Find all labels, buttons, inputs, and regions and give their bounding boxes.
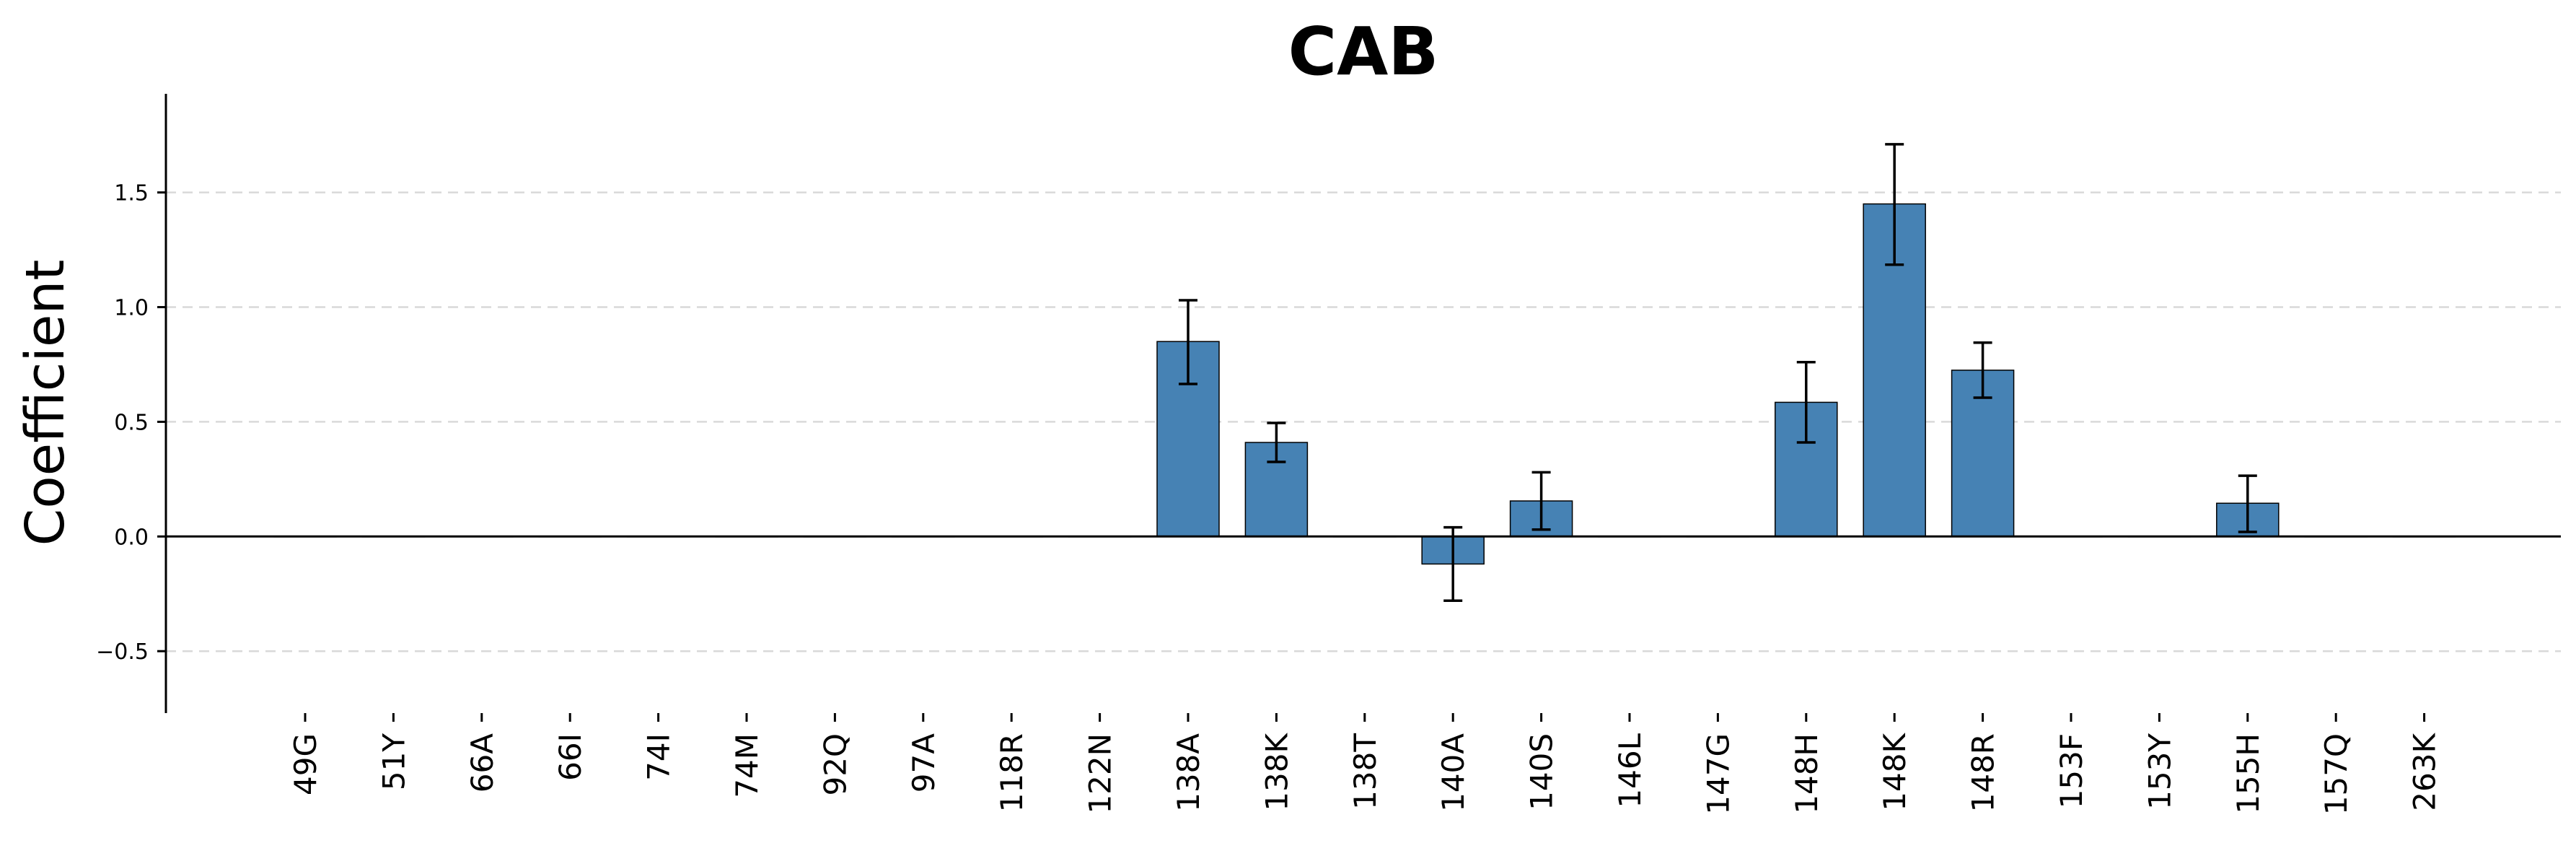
x-tick-label: 138K — [1259, 733, 1294, 811]
x-tick-label: 138A — [1171, 733, 1206, 812]
x-tick-label: 92Q — [817, 733, 853, 796]
x-tick-label: 157Q — [2318, 733, 2354, 815]
grid-lines — [166, 191, 2561, 652]
x-tick-label: 148K — [1877, 733, 1912, 811]
x-tick-label: 147G — [1700, 733, 1736, 815]
y-tick-label: 0.5 — [114, 410, 149, 435]
y-tick-label: −0.5 — [96, 639, 149, 665]
x-tick-label: 74I — [641, 733, 677, 781]
y-axis-label: Coefficient — [14, 260, 76, 546]
x-tick-label: 122N — [1083, 733, 1118, 814]
x-tick-label: 155H — [2230, 733, 2266, 814]
x-tick-label: 153F — [2054, 733, 2089, 808]
axes — [164, 94, 2561, 713]
bars — [273, 203, 2456, 565]
y-tick-label: 1.5 — [114, 181, 149, 206]
x-tick-label: 138T — [1348, 733, 1383, 810]
x-tick-label: 51Y — [376, 733, 411, 790]
x-tick-label: 146L — [1612, 733, 1648, 808]
y-ticks: −0.5 0.0 0.5 1.0 1.5 — [96, 181, 166, 665]
x-tick-label: 97A — [906, 733, 941, 792]
x-tick-label: 118R — [994, 733, 1029, 812]
x-tick-label: 140S — [1524, 733, 1560, 811]
x-tick-label: 74M — [729, 733, 765, 798]
x-ticks: 49G 51Y 66A 66I 74I 74M 92Q 97A 118R 122N 138A 138K… — [288, 713, 2443, 815]
x-tick-label: 66A — [465, 733, 500, 792]
y-tick-label: 1.0 — [114, 296, 149, 321]
x-tick-label: 140A — [1436, 733, 1471, 812]
x-tick-label: 49G — [288, 733, 323, 795]
x-tick-label: 153Y — [2142, 733, 2177, 810]
x-tick-label: 66I — [553, 733, 588, 781]
chart-title: CAB — [1288, 13, 1439, 90]
error-bars — [1179, 143, 2257, 603]
x-tick-label: 148R — [1966, 733, 2001, 812]
y-tick-label: 0.0 — [114, 525, 149, 550]
x-tick-label: 263K — [2407, 733, 2443, 811]
x-tick-label: 148H — [1789, 733, 1824, 814]
